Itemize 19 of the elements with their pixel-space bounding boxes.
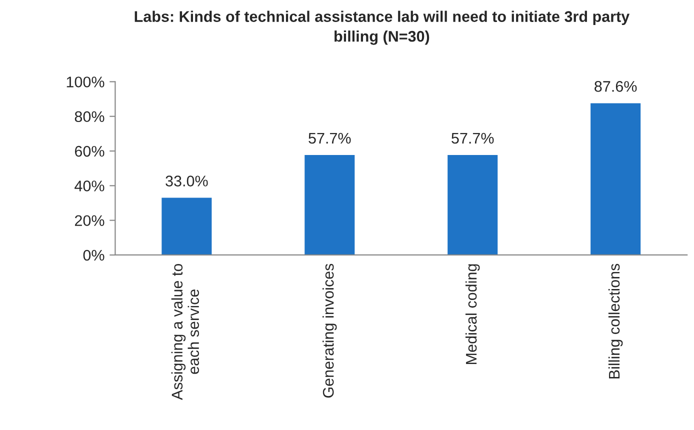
- bar: [590, 103, 641, 255]
- bar: [448, 155, 498, 255]
- y-tick-label: 40%: [74, 180, 104, 192]
- x-tick-label: Billing collections: [608, 264, 623, 378]
- data-label: 57.7%: [452, 132, 494, 144]
- data-label: 87.6%: [594, 81, 637, 92]
- bar: [162, 198, 212, 255]
- data-label: 33.0%: [166, 176, 208, 186]
- y-tick-label: 0%: [83, 250, 104, 261]
- chart-title: Labs: Kinds of technical assistance lab will need to initiate 3rd party billing (N=30): [134, 10, 630, 45]
- y-tick-label: 20%: [74, 215, 104, 226]
- y-tick-label: 60%: [74, 146, 104, 157]
- x-tick-label: Medical coding: [465, 264, 480, 364]
- bar: [304, 155, 355, 255]
- x-tick-label: Generating invoices: [322, 264, 337, 398]
- y-tick-label: 100%: [66, 76, 104, 88]
- y-tick-label: 80%: [74, 111, 104, 122]
- x-tick-label: Assigning a value to each service: [171, 264, 200, 400]
- data-label: 57.7%: [308, 132, 351, 144]
